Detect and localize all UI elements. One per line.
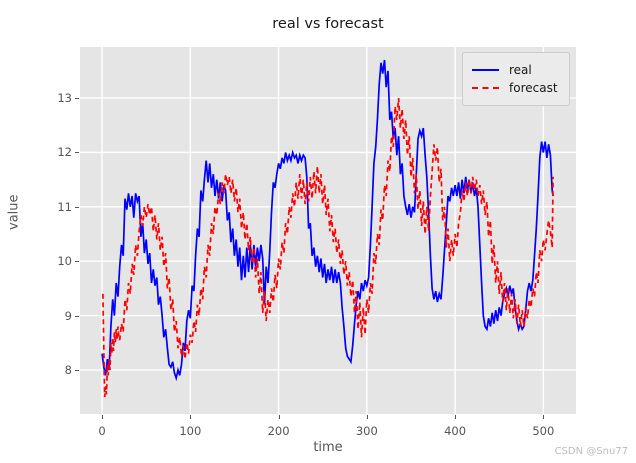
x-tick-mark [455, 415, 457, 419]
y-tick-label: 9 [64, 308, 72, 323]
forecast-line-sample-icon [472, 87, 499, 89]
legend: real forecast [462, 52, 570, 106]
x-tick-label: 100 [179, 424, 202, 438]
y-tick-mark [75, 261, 79, 263]
legend-entry-real: real [472, 62, 559, 78]
x-tick-label: 0 [98, 424, 106, 438]
plot-area [80, 47, 576, 414]
forecast-line [102, 98, 554, 398]
y-tick-mark [75, 315, 79, 317]
y-tick-label: 8 [64, 362, 72, 377]
x-axis-label: time [313, 440, 343, 455]
y-tick-mark [75, 98, 79, 100]
y-tick-label: 11 [57, 199, 72, 214]
x-tick-label: 400 [444, 424, 467, 438]
x-tick-mark [366, 415, 368, 419]
y-tick-mark [75, 152, 79, 154]
chart-canvas [80, 47, 576, 414]
watermark: CSDN @Snu77 [554, 446, 628, 457]
chart-title: real vs forecast [272, 16, 384, 32]
x-tick-label: 500 [532, 424, 555, 438]
x-tick-mark [102, 415, 104, 419]
x-tick-label: 300 [355, 424, 378, 438]
real-line-sample-icon [472, 69, 499, 71]
x-tick-label: 200 [267, 424, 290, 438]
x-tick-mark [543, 415, 545, 419]
y-tick-label: 10 [57, 254, 72, 269]
legend-label-real: real [509, 63, 532, 77]
x-tick-mark [278, 415, 280, 419]
legend-label-forecast: forecast [509, 81, 558, 95]
legend-entry-forecast: forecast [472, 80, 559, 96]
y-tick-label: 12 [57, 145, 72, 160]
y-tick-mark [75, 206, 79, 208]
y-tick-label: 13 [57, 91, 72, 106]
real-line [101, 59, 554, 382]
y-tick-mark [75, 369, 79, 371]
x-tick-mark [190, 415, 192, 419]
